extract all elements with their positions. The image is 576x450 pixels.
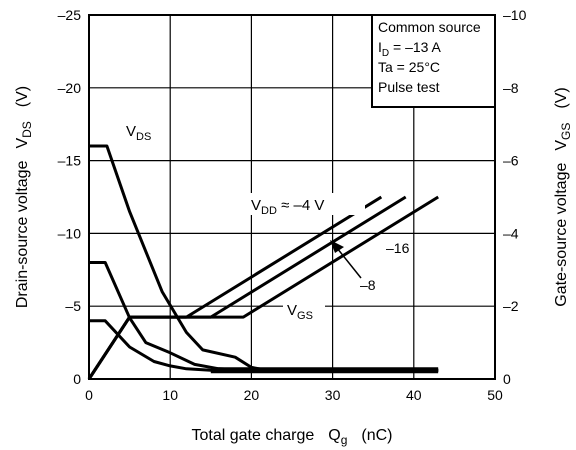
right-y-axis-title: Gate-source voltageVGS(V) — [553, 87, 573, 306]
vgs-curve — [87, 195, 439, 380]
plot-frame — [88, 14, 496, 380]
x-tick-labels: 0 10 20 30 40 50 — [85, 387, 503, 403]
vdd-label-bg — [247, 193, 365, 215]
condition-id-sub: D — [382, 48, 389, 59]
conditions-box-background — [371, 14, 496, 108]
condition-line-3: Ta = 25°C — [378, 59, 440, 75]
leader-arrow — [330, 240, 362, 279]
vds-curve — [89, 319, 439, 372]
condition-line-4: Pulse test — [378, 79, 440, 95]
x-tick-label: 40 — [406, 387, 422, 403]
right-y-tick-labels: 0 –2 –4 –6 –8 –10 — [503, 7, 527, 387]
vds-curve-label: VDS — [126, 123, 151, 143]
right-y-tick-label: –4 — [503, 225, 519, 241]
conditions-box: Common source ID = –13 A Ta = 25°C Pulse… — [371, 14, 496, 108]
label-16-bg — [383, 237, 413, 257]
vdd-label: VDD ≈ –4 V — [251, 197, 324, 217]
arrow-head — [330, 240, 344, 253]
x-axis-title: Total gate charge Qg (nC) — [192, 427, 393, 447]
condition-line-1: Common source — [378, 19, 481, 35]
curves — [87, 144, 439, 380]
left-y-tick-label: –10 — [58, 225, 82, 241]
vgs-curve-label: VGS — [287, 302, 313, 322]
vgs-curve — [87, 195, 383, 380]
right-y-tick-label: 0 — [503, 371, 511, 387]
right-y-tick-label: –6 — [503, 153, 519, 169]
x-tick-label: 30 — [325, 387, 341, 403]
vgs-label-bg — [283, 299, 325, 321]
label-8: –8 — [360, 277, 376, 293]
x-tick-label: 20 — [244, 387, 260, 403]
x-tick-label: 0 — [85, 387, 93, 403]
vds-label-bg — [121, 119, 163, 141]
x-tick-label: 50 — [487, 387, 503, 403]
left-y-axis-title: Drain-source voltageVDS(V) — [14, 86, 34, 308]
left-y-tick-labels: 0 –5 –10 –15 –20 –25 — [58, 7, 82, 387]
right-y-tick-label: –10 — [503, 7, 527, 23]
left-y-tick-label: 0 — [73, 371, 81, 387]
right-y-tick-label: –8 — [503, 80, 519, 96]
left-y-tick-label: –5 — [65, 298, 81, 314]
label-16: –16 — [386, 240, 410, 256]
condition-id-value: = –13 A — [389, 39, 441, 55]
right-y-tick-label: –2 — [503, 298, 519, 314]
leader-line — [336, 247, 362, 279]
left-y-tick-label: –15 — [58, 153, 82, 169]
label-8-bg — [358, 275, 384, 295]
x-tick-label: 10 — [162, 387, 178, 403]
left-y-tick-label: –20 — [58, 80, 82, 96]
left-y-tick-label: –25 — [58, 7, 82, 23]
condition-line-2: ID = –13 A — [378, 39, 442, 59]
